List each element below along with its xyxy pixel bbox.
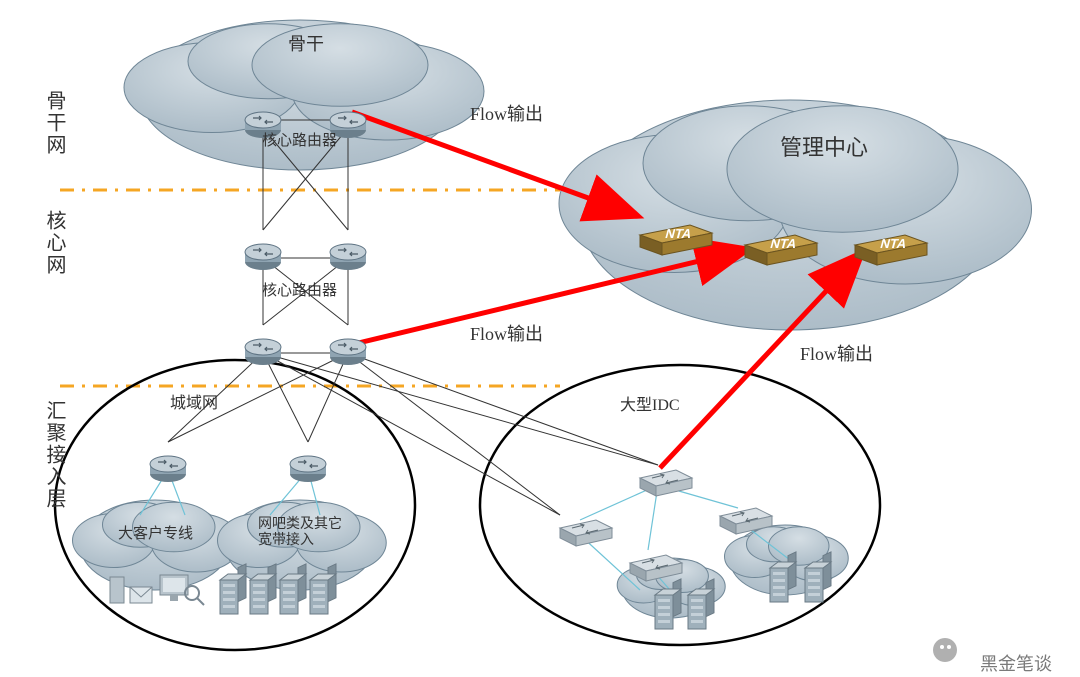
- svg-text:核心路由器: 核心路由器: [262, 132, 337, 149]
- network-diagram: { "canvas":{"w":1080,"h":677,"bg":"#ffff…: [0, 0, 1080, 677]
- svg-text:大客户专线: 大客户专线: [118, 525, 193, 542]
- svg-text:Flow输出: Flow输出: [800, 344, 873, 364]
- svg-text:骨干: 骨干: [288, 34, 324, 54]
- svg-text:NTA: NTA: [664, 226, 694, 241]
- svg-text:Flow输出: Flow输出: [470, 104, 543, 124]
- side-label: 核心网: [40, 210, 69, 276]
- svg-text:大型IDC: 大型IDC: [620, 396, 680, 414]
- side-label: 汇聚接入层: [40, 400, 69, 510]
- svg-text:核心路由器: 核心路由器: [262, 282, 337, 299]
- side-label: 骨干网: [40, 90, 69, 156]
- diagram-svg: NTANTANTA骨干核心路由器核心路由器管理中心城域网大型IDC大客户专线网吧…: [0, 0, 1080, 677]
- svg-text:宽带接入: 宽带接入: [258, 531, 314, 548]
- svg-text:管理中心: 管理中心: [780, 135, 868, 160]
- svg-text:城域网: 城域网: [170, 394, 218, 412]
- svg-text:NTA: NTA: [879, 236, 909, 251]
- svg-text:NTA: NTA: [769, 236, 799, 251]
- svg-text:网吧类及其它: 网吧类及其它: [258, 515, 342, 532]
- svg-text:Flow输出: Flow输出: [470, 324, 543, 344]
- watermark-text: 黑金笔谈: [980, 650, 1052, 676]
